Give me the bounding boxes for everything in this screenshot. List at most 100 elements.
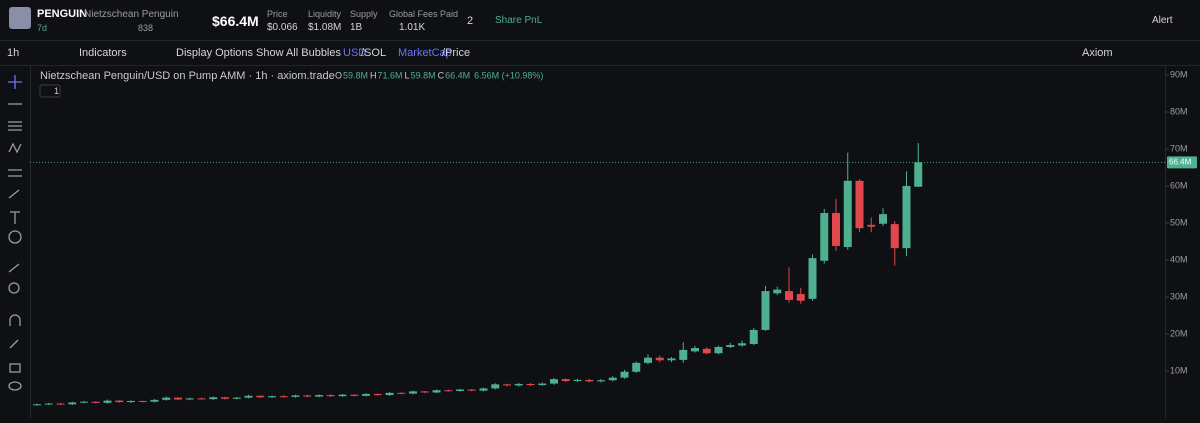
tool-icons <box>8 75 22 391</box>
candle-body <box>409 391 417 394</box>
candle-body <box>467 389 476 391</box>
candle-body <box>749 329 758 344</box>
candle-body <box>197 398 206 400</box>
candle-body <box>608 377 617 381</box>
candle-body <box>444 390 453 392</box>
candle-body <box>68 402 77 405</box>
candle-body <box>138 400 147 402</box>
marketcap[interactable]: MarketCap <box>398 47 452 59</box>
header: PENGUIN Nietzschean Penguin 7d 838 $66.4… <box>0 0 1200 41</box>
last-price-box <box>1167 156 1197 169</box>
candle-body <box>420 391 429 393</box>
candle-body <box>185 398 194 400</box>
candle-body <box>573 379 582 381</box>
candle-body <box>338 394 347 397</box>
candle-body <box>796 294 805 301</box>
candle-body <box>514 383 523 386</box>
count[interactable]: 2 <box>467 15 474 27</box>
stat-label: Price <box>267 9 288 19</box>
candle-body <box>80 401 88 403</box>
candle-body <box>127 400 135 403</box>
candle-body <box>702 348 711 354</box>
candle-body <box>397 392 406 394</box>
candle-body <box>385 392 394 396</box>
y-tick-label: 60M <box>1170 180 1188 190</box>
y-tick-label: 70M <box>1170 143 1188 153</box>
candle-body <box>550 379 558 384</box>
token-logo <box>9 7 31 29</box>
candle-body <box>432 390 441 393</box>
candle-body <box>832 213 840 246</box>
ohlc-value: 59.8M <box>411 70 436 80</box>
candle-body <box>326 395 335 397</box>
price-axis <box>1165 66 1200 418</box>
stat-value: 1B <box>350 22 363 33</box>
bubbles[interactable]: Show All Bubbles <box>256 47 341 59</box>
share-pnl[interactable]: Share PnL <box>495 15 543 26</box>
price[interactable]: /Price <box>442 47 471 59</box>
candle-body <box>503 384 511 386</box>
candle-body <box>350 394 359 396</box>
indicators[interactable]: Indicators <box>79 47 127 59</box>
usd[interactable]: USD <box>343 47 367 59</box>
candle-body <box>44 403 53 405</box>
candle-body <box>890 224 899 249</box>
candle-body <box>632 362 641 372</box>
ohlc-value: 71.6M <box>378 70 403 80</box>
candle-body <box>362 393 370 396</box>
provider[interactable]: Axiom <box>1082 47 1113 59</box>
candle-body <box>773 289 782 294</box>
candle-body <box>644 357 652 363</box>
candle-body <box>820 213 829 261</box>
candle-body <box>256 395 265 398</box>
y-tick-label: 90M <box>1170 69 1188 79</box>
candle-body <box>33 404 41 406</box>
candle-body <box>808 258 817 299</box>
symbol: PENGUIN <box>37 8 88 20</box>
chart: Nietzschean Penguin/USD on Pump AMM · 1h… <box>30 69 1197 406</box>
ohlc-value: 66.4M <box>445 70 470 80</box>
candle-body <box>174 397 182 400</box>
ohlc-key: C <box>438 70 445 80</box>
ohlc-key: O <box>335 70 342 80</box>
candle-body <box>91 401 100 403</box>
candle-body <box>914 162 923 187</box>
alert[interactable]: Alert <box>1152 15 1173 26</box>
candle-body <box>655 357 664 361</box>
tool-column <box>0 66 31 418</box>
display-options[interactable]: Display Options <box>176 47 254 59</box>
stat-value: $1.08M <box>308 22 342 33</box>
candle-body <box>373 393 382 396</box>
candle-body <box>303 395 312 397</box>
candle-body <box>291 395 300 397</box>
interval[interactable]: 1h <box>7 47 20 59</box>
candle-body <box>103 400 112 403</box>
y-tick-label: 40M <box>1170 254 1188 264</box>
ohlc-value: 59.8M <box>343 70 368 80</box>
sol[interactable]: /SOL <box>361 47 387 59</box>
candle-body <box>726 345 735 347</box>
stat-value: $0.066 <box>267 22 298 33</box>
candle-body <box>538 383 547 386</box>
stat-label: Liquidity <box>308 9 342 19</box>
candle-body <box>597 380 605 382</box>
change: 6.56M (+10.98%) <box>474 70 543 80</box>
candle-body <box>232 397 241 399</box>
candle-body <box>761 291 770 330</box>
token-name: Nietzschean Penguin <box>84 9 179 20</box>
chart-title: Nietzschean Penguin/USD on Pump AMM · 1h… <box>40 70 335 82</box>
toolbar: 1h Indicators Display Options Show All B… <box>0 41 1200 66</box>
y-tick-label: 30M <box>1170 291 1188 301</box>
candle-body <box>843 180 852 248</box>
candle-body <box>585 379 594 382</box>
candle-body <box>902 185 911 249</box>
ohlc-key: H <box>370 70 377 80</box>
candle-body <box>315 395 323 397</box>
pane-toggle[interactable] <box>39 84 61 98</box>
candle-body <box>456 389 464 391</box>
candle-body <box>691 348 699 352</box>
candle-body <box>209 397 218 400</box>
market-cap: $66.4M <box>212 13 259 29</box>
last-price-label: 66.4M <box>1169 157 1192 166</box>
candle-body <box>526 383 535 386</box>
